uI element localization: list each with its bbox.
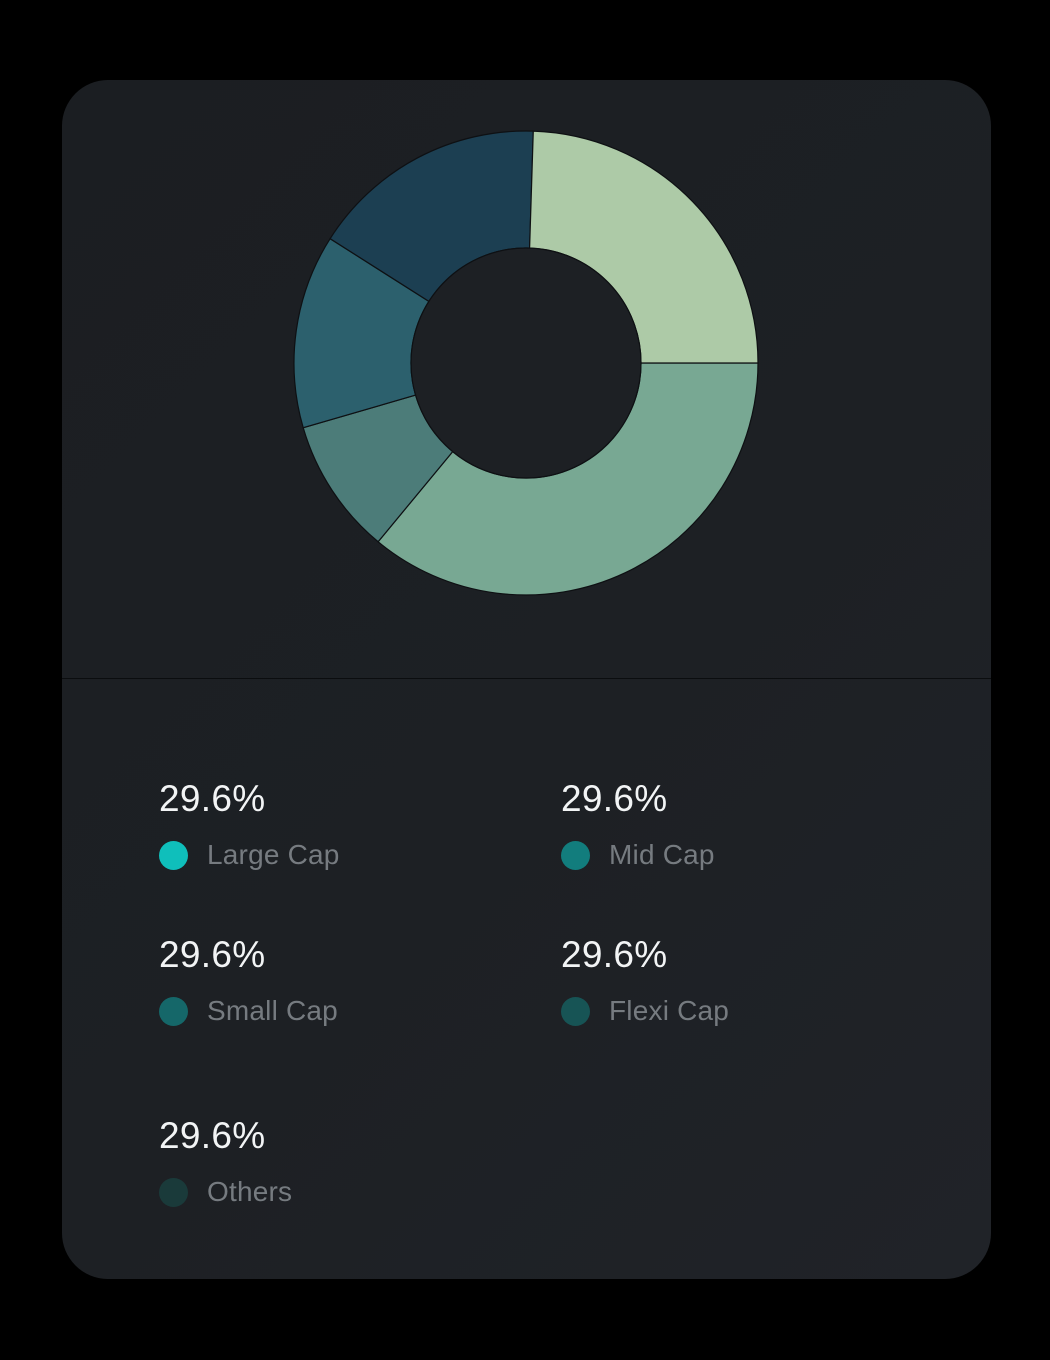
legend-value: 29.6% — [561, 934, 668, 975]
legend-label: Others — [207, 1176, 293, 1207]
legend-label: Mid Cap — [609, 839, 715, 870]
allocation-card: 29.6% Large Cap 29.6% Mid Cap 29.6% Smal… — [62, 80, 991, 1279]
legend-value: 29.6% — [159, 934, 266, 975]
donut-chart — [293, 130, 759, 596]
chart-area — [62, 80, 991, 678]
legend-label: Large Cap — [207, 839, 340, 870]
legend-item-large-cap: 29.6% Large Cap — [159, 777, 479, 877]
legend-dot — [159, 1177, 188, 1207]
legend-item-small-cap: 29.6% Small Cap — [159, 933, 479, 1033]
legend-dot — [561, 840, 590, 870]
legend-value: 29.6% — [561, 778, 668, 819]
legend-dot — [561, 996, 590, 1026]
legend-label: Flexi Cap — [609, 995, 730, 1026]
legend-dot — [159, 840, 188, 870]
legend-dot — [159, 996, 188, 1026]
legend-label: Small Cap — [207, 995, 338, 1026]
legend-item-others: 29.6% Others — [159, 1114, 479, 1214]
divider — [62, 678, 991, 679]
legend-value: 29.6% — [159, 778, 266, 819]
legend-value: 29.6% — [159, 1115, 266, 1156]
donut-hole — [410, 247, 642, 479]
legend-item-mid-cap: 29.6% Mid Cap — [561, 777, 881, 877]
legend-item-flexi-cap: 29.6% Flexi Cap — [561, 933, 881, 1033]
